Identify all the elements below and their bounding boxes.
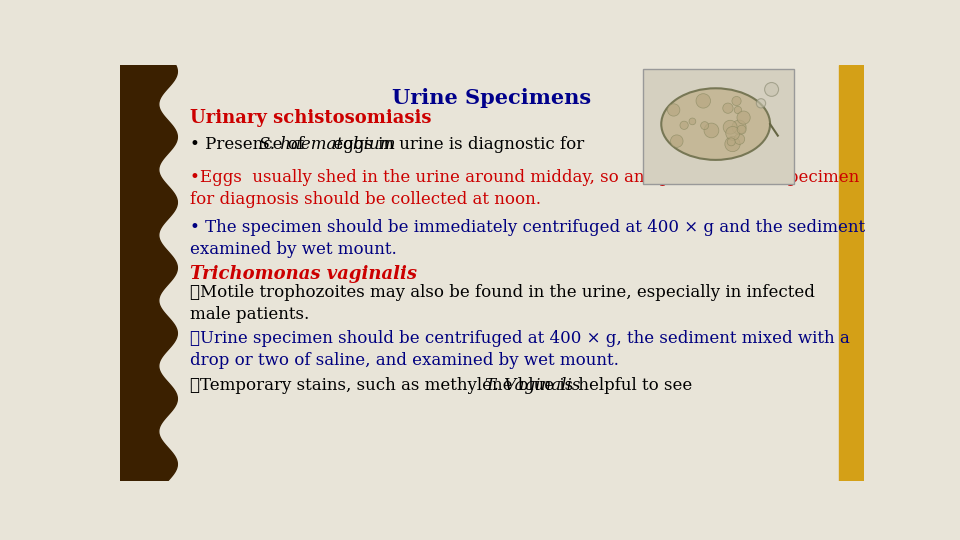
Circle shape xyxy=(667,104,680,116)
Circle shape xyxy=(727,138,735,146)
Circle shape xyxy=(734,134,745,144)
FancyBboxPatch shape xyxy=(643,69,794,184)
Text: • Presence of: • Presence of xyxy=(190,137,309,153)
Circle shape xyxy=(726,126,740,140)
Circle shape xyxy=(732,120,746,134)
Circle shape xyxy=(689,118,696,125)
Circle shape xyxy=(732,97,741,106)
Circle shape xyxy=(701,122,708,130)
Text: •Eggs  usually shed in the urine around midday, so an optimum urine specimen
for: •Eggs usually shed in the urine around m… xyxy=(190,168,859,208)
Circle shape xyxy=(737,125,746,134)
Circle shape xyxy=(680,121,688,130)
Text: Urine Specimens: Urine Specimens xyxy=(393,88,591,108)
Text: Urinary schistosomiasis: Urinary schistosomiasis xyxy=(190,109,431,127)
Text: ❖Motile trophozoites may also be found in the urine, especially in infected
male: ❖Motile trophozoites may also be found i… xyxy=(190,284,815,323)
Text: eggs in urine is diagnostic for: eggs in urine is diagnostic for xyxy=(327,137,584,153)
Text: T. Vaginalis: T. Vaginalis xyxy=(485,377,581,394)
Circle shape xyxy=(756,99,766,108)
Text: • The specimen should be immediately centrifuged at 400 × g and the sediment
exa: • The specimen should be immediately cen… xyxy=(190,219,865,258)
Circle shape xyxy=(734,106,742,113)
Circle shape xyxy=(704,123,719,138)
Circle shape xyxy=(696,93,710,108)
Circle shape xyxy=(670,135,684,147)
Polygon shape xyxy=(120,65,178,481)
Text: ❖Urine specimen should be centrifuged at 400 × g, the sediment mixed with a
drop: ❖Urine specimen should be centrifuged at… xyxy=(190,330,850,369)
Text: Trichomonas vaginalis: Trichomonas vaginalis xyxy=(190,265,417,283)
Circle shape xyxy=(723,103,733,113)
Text: S. haematobium: S. haematobium xyxy=(258,137,396,153)
Circle shape xyxy=(725,137,740,152)
Text: ❖Temporary stains, such as methylene blue is helpful to see: ❖Temporary stains, such as methylene blu… xyxy=(190,377,697,394)
Circle shape xyxy=(737,111,750,124)
Ellipse shape xyxy=(661,88,770,160)
Circle shape xyxy=(723,120,737,134)
Polygon shape xyxy=(839,65,864,481)
Circle shape xyxy=(764,83,779,96)
